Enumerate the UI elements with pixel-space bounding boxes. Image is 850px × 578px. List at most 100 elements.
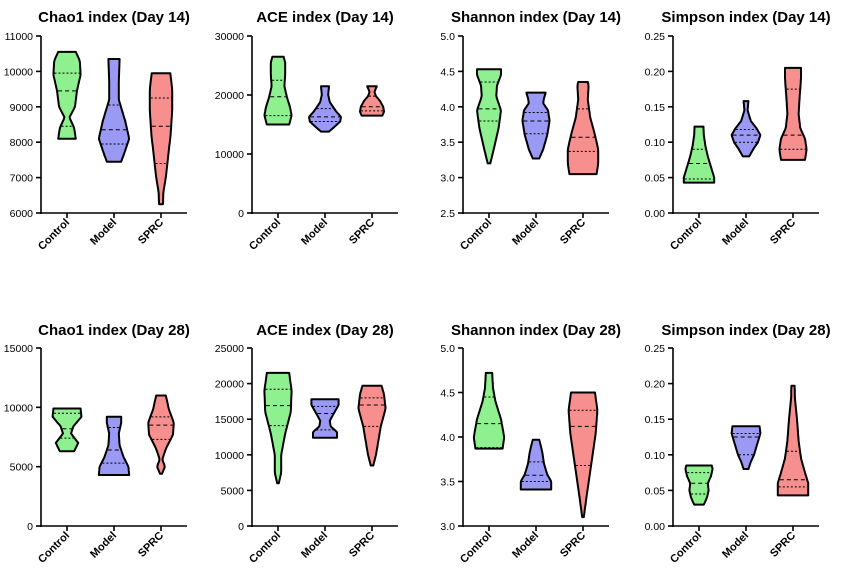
y-tick-label: 5000 [221, 485, 245, 497]
chart-title: Simpson index (Day 28) [661, 322, 830, 339]
x-tick-label: SPRC [768, 217, 798, 247]
chart-title: Chao1 index (Day 14) [38, 9, 190, 26]
x-tick-label: Model [510, 530, 541, 561]
x-tick-label: Control [458, 217, 494, 253]
y-tick-label: 0.10 [645, 137, 666, 149]
violin-model [521, 91, 551, 160]
y-tick-label: 6000 [10, 208, 34, 220]
chart-panel-4: Simpson index (Day 14) 0.00 0.05 0.10 0.15 0.… [645, 9, 831, 253]
x-tick-label: SPRC [558, 217, 588, 247]
violin-model [730, 100, 762, 158]
x-tick-label: SPRC [347, 530, 377, 560]
violin-control [682, 125, 716, 184]
x-tick-label: Model [299, 530, 330, 561]
violin-sprc [567, 391, 599, 519]
chart-title: Chao1 index (Day 28) [38, 322, 190, 339]
y-tick-label: 0.00 [645, 521, 666, 533]
y-tick-label: 3.0 [440, 173, 455, 185]
y-tick-label: 11000 [5, 31, 34, 43]
y-tick-label: 15000 [4, 343, 33, 355]
violin-control [476, 68, 502, 165]
y-tick-label: 0.20 [645, 66, 666, 78]
x-tick-label: Control [247, 530, 283, 566]
chart-panel-1: Chao1 index (Day 14) 6000 7000 8000 9000 1000… [4, 9, 190, 253]
chart-panel-6: ACE index (Day 28) 0 5000 10000 15000 20000 25… [215, 322, 398, 566]
x-tick-label: Control [247, 217, 283, 253]
violin-control [52, 50, 82, 140]
y-tick-label: 20000 [215, 379, 244, 391]
chart-panel-5: Chao1 index (Day 28) 0 5000 10000 15000 Contr… [4, 322, 190, 566]
y-tick-label: 5.0 [440, 31, 455, 43]
violin-model [310, 398, 340, 439]
violin-control [51, 407, 83, 453]
y-tick-label: 0.15 [645, 414, 666, 426]
y-tick-label: 9000 [10, 102, 34, 114]
violin-model [519, 438, 553, 491]
x-tick-label: SPRC [347, 217, 377, 247]
chart-panel-3: Shannon index (Day 14) 2.5 3.0 3.5 4.0 4.5 5.0… [440, 9, 621, 253]
y-tick-label: 7000 [10, 173, 34, 185]
x-tick-label: Model [88, 530, 119, 561]
x-tick-label: SPRC [136, 530, 166, 560]
y-tick-label: 0 [238, 208, 244, 220]
y-tick-label: 0.10 [645, 450, 666, 462]
y-tick-label: 5000 [10, 462, 34, 474]
violin-sprc [147, 394, 175, 475]
y-tick-label: 3.0 [440, 521, 455, 533]
y-tick-label: 4.5 [440, 388, 455, 400]
x-tick-label: Model [720, 530, 751, 561]
x-tick-label: Control [36, 217, 72, 253]
violin-sprc [566, 81, 600, 176]
chart-panel-7: Shannon index (Day 28) 3.0 3.5 4.0 4.5 5.0 Con… [440, 322, 621, 566]
x-tick-label: Control [668, 217, 704, 253]
y-tick-label: 0 [238, 521, 244, 533]
y-tick-label: 0.00 [645, 208, 666, 220]
violin-model [97, 415, 131, 476]
y-tick-label: 0.25 [645, 31, 666, 43]
chart-title: ACE index (Day 28) [256, 322, 394, 339]
x-tick-label: SPRC [136, 217, 166, 247]
violin-sprc [148, 72, 174, 206]
y-tick-label: 0.15 [645, 102, 666, 114]
chart-title: Shannon index (Day 28) [451, 322, 621, 339]
violin-model [97, 58, 131, 163]
y-tick-label: 25000 [215, 343, 244, 355]
violin-control [263, 371, 293, 485]
y-tick-label: 8000 [10, 137, 34, 149]
y-tick-label: 20000 [215, 90, 244, 102]
chart-title: Shannon index (Day 14) [451, 9, 621, 26]
x-tick-label: Control [668, 530, 704, 566]
y-tick-label: 0.05 [645, 173, 666, 185]
x-tick-label: Model [720, 217, 751, 248]
x-tick-label: SPRC [558, 530, 588, 560]
chart-panel-2: ACE index (Day 14) 0 10000 20000 30000 Contro… [215, 9, 398, 253]
violin-control [472, 371, 506, 450]
y-tick-label: 10000 [215, 450, 244, 462]
x-tick-label: Control [36, 530, 72, 566]
x-tick-label: Model [88, 217, 119, 248]
violin-sprc [359, 85, 385, 117]
y-tick-label: 2.5 [440, 208, 455, 220]
y-tick-label: 5.0 [440, 343, 455, 355]
y-tick-label: 0.25 [645, 343, 666, 355]
violin-control [684, 464, 714, 506]
x-tick-label: Model [299, 217, 330, 248]
violin-model [730, 425, 762, 470]
x-tick-label: Control [458, 530, 494, 566]
y-tick-label: 10000 [215, 149, 244, 161]
y-tick-label: 4.5 [440, 66, 455, 78]
y-tick-label: 0 [27, 521, 33, 533]
x-tick-label: Model [510, 217, 541, 248]
y-tick-label: 3.5 [440, 137, 455, 149]
violin-sprc [357, 384, 387, 467]
y-tick-label: 10000 [4, 66, 33, 78]
chart-title: ACE index (Day 14) [256, 9, 394, 26]
chart-panel-8: Simpson index (Day 28) 0.00 0.05 0.10 0.15 0.… [645, 322, 831, 566]
y-tick-label: 0.05 [645, 485, 666, 497]
y-tick-label: 4.0 [440, 432, 455, 444]
y-tick-label: 3.5 [440, 477, 455, 489]
y-tick-label: 30000 [215, 31, 244, 43]
chart-title: Simpson index (Day 14) [661, 9, 830, 26]
y-tick-label: 0.20 [645, 379, 666, 391]
